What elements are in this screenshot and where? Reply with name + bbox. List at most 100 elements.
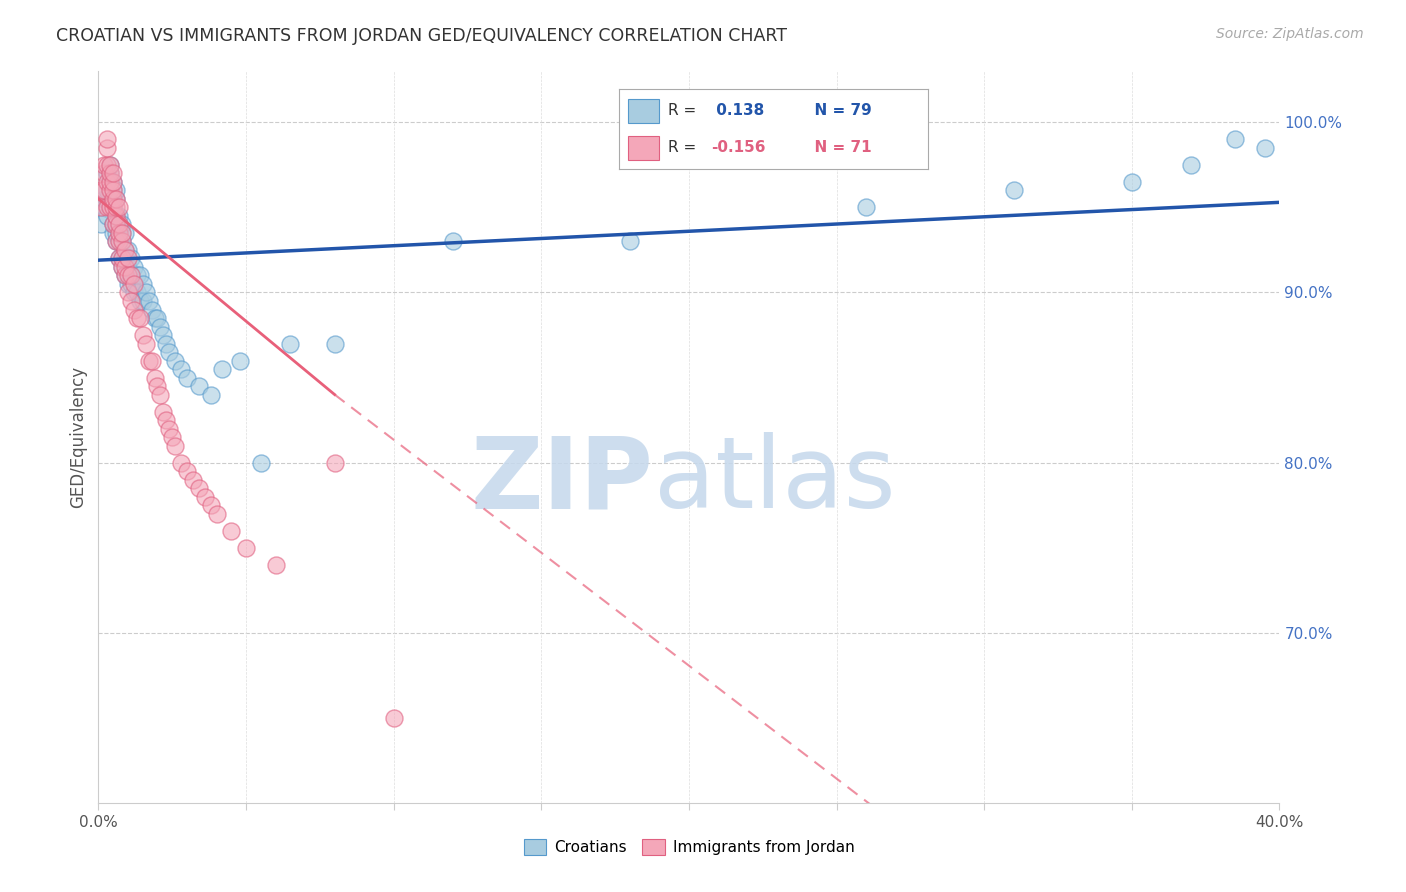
Point bbox=[98, 158, 121, 172]
Point bbox=[157, 345, 180, 359]
Point bbox=[114, 260, 136, 274]
Point bbox=[111, 235, 134, 249]
Point bbox=[114, 252, 136, 266]
Point bbox=[122, 277, 145, 291]
Point bbox=[93, 201, 115, 215]
Point bbox=[105, 209, 128, 223]
Point bbox=[98, 183, 121, 197]
Point bbox=[96, 192, 118, 206]
Point bbox=[105, 218, 128, 232]
Point bbox=[98, 166, 121, 180]
Point bbox=[105, 201, 128, 215]
Point bbox=[105, 183, 128, 197]
Point bbox=[105, 209, 128, 223]
Point bbox=[120, 277, 142, 291]
Point bbox=[1121, 175, 1143, 189]
Point bbox=[221, 524, 243, 538]
Point bbox=[96, 209, 118, 223]
Point bbox=[170, 456, 193, 470]
Point bbox=[132, 328, 155, 343]
Point bbox=[105, 235, 128, 249]
Text: -0.156: -0.156 bbox=[711, 140, 766, 155]
Point bbox=[135, 285, 157, 300]
Point bbox=[98, 183, 121, 197]
Point bbox=[93, 183, 115, 197]
Point bbox=[128, 268, 150, 283]
Point bbox=[138, 353, 160, 368]
Point bbox=[114, 243, 136, 257]
Point bbox=[105, 235, 128, 249]
Point bbox=[103, 218, 125, 232]
Point bbox=[103, 201, 125, 215]
Point bbox=[90, 183, 112, 197]
Point bbox=[117, 268, 139, 283]
FancyBboxPatch shape bbox=[628, 136, 659, 160]
Point bbox=[105, 226, 128, 240]
Text: atlas: atlas bbox=[654, 433, 896, 530]
Point bbox=[1254, 141, 1277, 155]
Point bbox=[103, 201, 125, 215]
Point bbox=[114, 268, 136, 283]
Point bbox=[128, 293, 150, 308]
Point bbox=[211, 362, 233, 376]
Point bbox=[200, 387, 222, 401]
Text: ZIP: ZIP bbox=[471, 433, 654, 530]
Point bbox=[205, 507, 228, 521]
Point bbox=[170, 362, 193, 376]
Point bbox=[93, 158, 115, 172]
Point bbox=[114, 243, 136, 257]
Point bbox=[157, 421, 180, 435]
Point bbox=[105, 192, 128, 206]
Point bbox=[128, 311, 150, 326]
Point bbox=[138, 293, 160, 308]
Point bbox=[155, 413, 177, 427]
Point bbox=[111, 226, 134, 240]
Point bbox=[619, 235, 641, 249]
Point bbox=[96, 132, 118, 146]
Point bbox=[111, 252, 134, 266]
Point bbox=[93, 192, 115, 206]
Point bbox=[143, 370, 166, 384]
Point bbox=[108, 218, 131, 232]
Point bbox=[103, 175, 125, 189]
Point bbox=[132, 277, 155, 291]
Point bbox=[187, 379, 209, 393]
Point bbox=[250, 456, 273, 470]
Point bbox=[120, 268, 142, 283]
Text: N = 79: N = 79 bbox=[804, 103, 872, 119]
Text: N = 71: N = 71 bbox=[804, 140, 872, 155]
Point bbox=[103, 166, 125, 180]
Point bbox=[111, 260, 134, 274]
Point bbox=[90, 218, 112, 232]
Point bbox=[117, 260, 139, 274]
Point bbox=[98, 175, 121, 189]
Point bbox=[96, 166, 118, 180]
Text: Source: ZipAtlas.com: Source: ZipAtlas.com bbox=[1216, 27, 1364, 41]
Point bbox=[105, 218, 128, 232]
Point bbox=[382, 711, 405, 725]
Point bbox=[98, 175, 121, 189]
Point bbox=[103, 192, 125, 206]
Point bbox=[143, 311, 166, 326]
Point bbox=[108, 201, 131, 215]
Point bbox=[176, 370, 198, 384]
Point bbox=[194, 490, 217, 504]
Point bbox=[103, 218, 125, 232]
Point bbox=[96, 183, 118, 197]
Point bbox=[108, 235, 131, 249]
Point bbox=[111, 260, 134, 274]
Point bbox=[96, 175, 118, 189]
Y-axis label: GED/Equivalency: GED/Equivalency bbox=[69, 366, 87, 508]
Point bbox=[117, 285, 139, 300]
Point bbox=[165, 439, 187, 453]
Point bbox=[122, 302, 145, 317]
Point bbox=[149, 387, 172, 401]
Point bbox=[855, 201, 877, 215]
Point bbox=[108, 226, 131, 240]
Point bbox=[146, 311, 169, 326]
Point bbox=[122, 260, 145, 274]
Point bbox=[108, 235, 131, 249]
Point bbox=[103, 226, 125, 240]
Point bbox=[98, 166, 121, 180]
Point bbox=[120, 252, 142, 266]
